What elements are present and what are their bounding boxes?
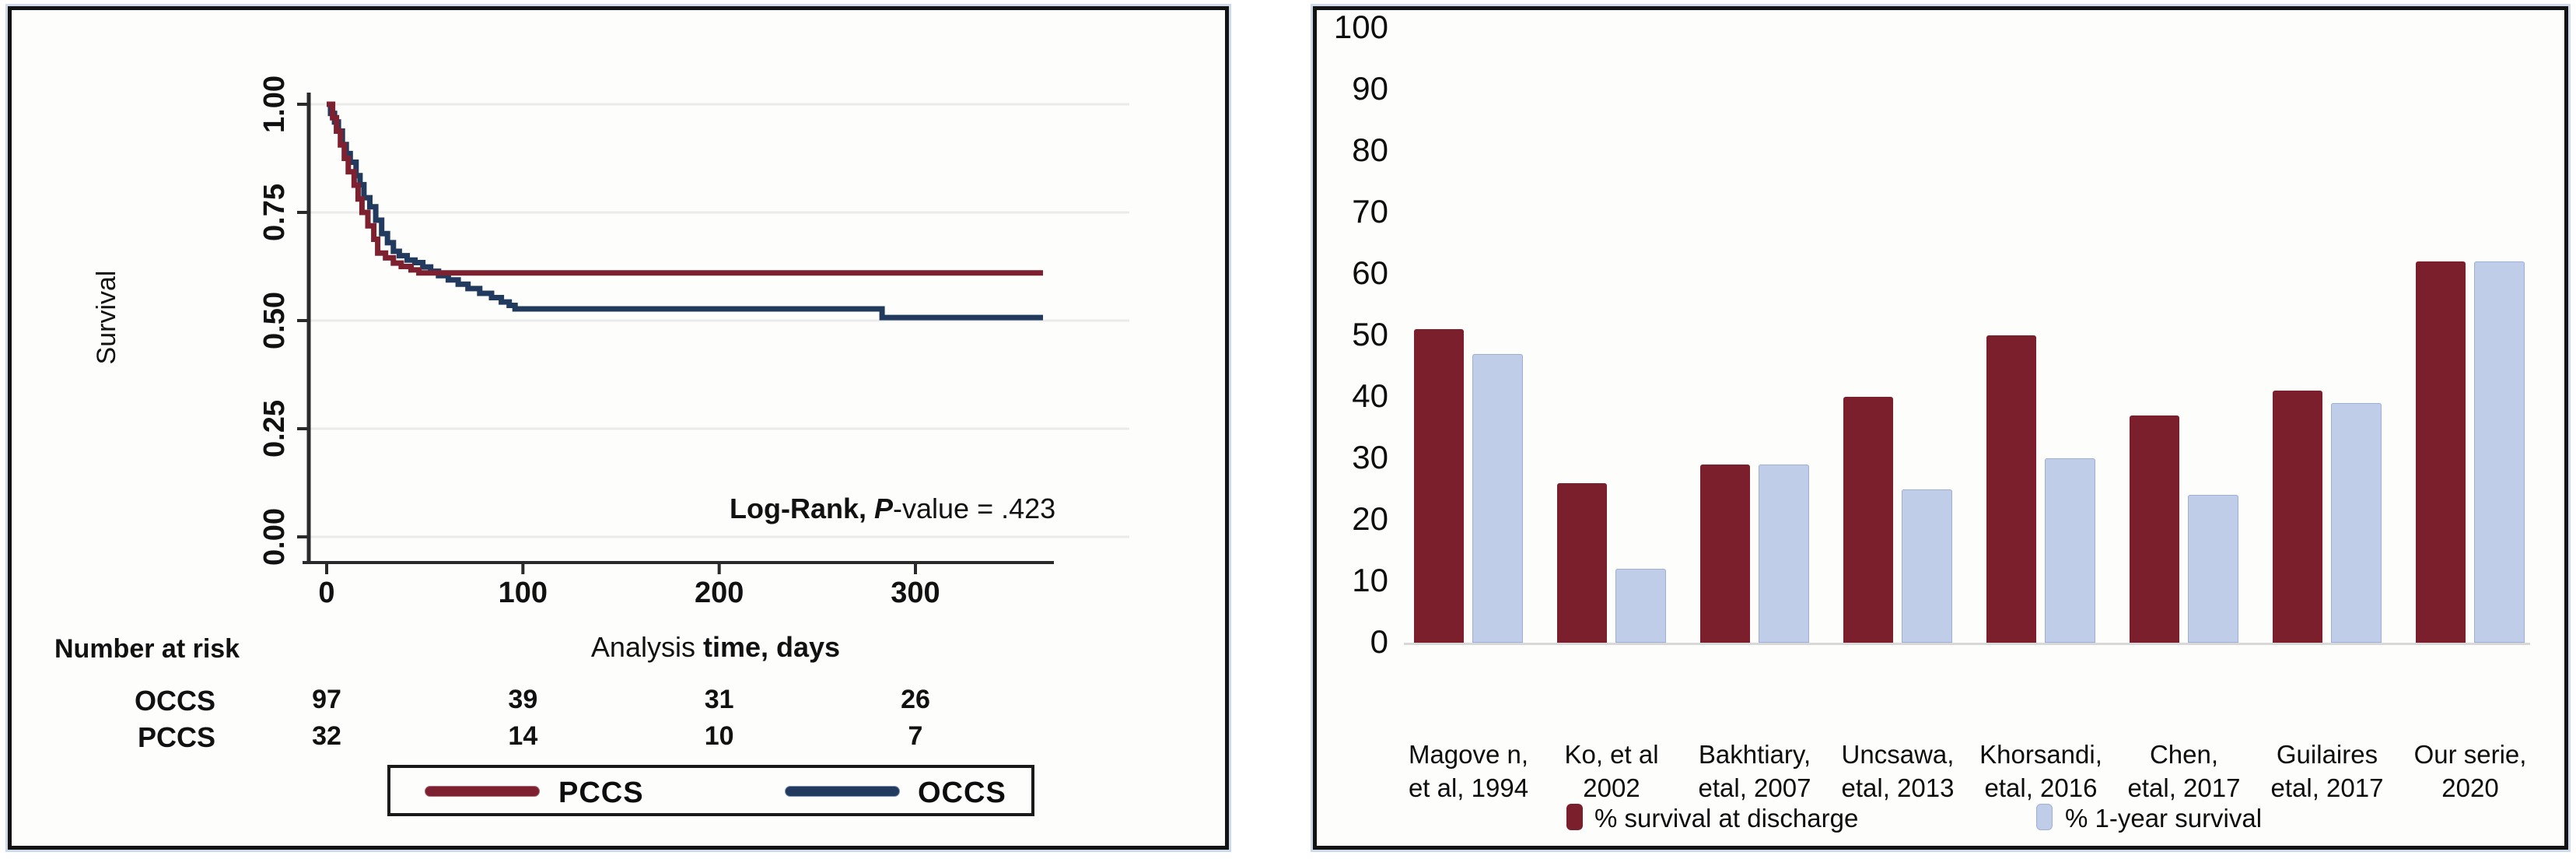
bar-survival-discharge xyxy=(2130,415,2179,643)
bar-survival-discharge xyxy=(1843,397,1893,643)
bar-category-label: etal, 2016 xyxy=(1984,773,2098,802)
bar-y-tick-label: 80 xyxy=(1352,131,1388,168)
bar-1-year-survival xyxy=(1472,353,1523,643)
bar-1-year-survival xyxy=(2474,261,2525,643)
bar-y-tick-label: 0 xyxy=(1370,623,1388,660)
bar-category-label: Our serie, xyxy=(2413,740,2527,769)
p-italic: P xyxy=(866,493,894,524)
km-curves-svg xyxy=(297,93,1129,574)
p-value-text: -value = .423 xyxy=(893,493,1056,524)
km-y-tick-label: 0.50 xyxy=(258,292,291,349)
bar-y-tick-label: 50 xyxy=(1352,316,1388,352)
number-at-risk-title: Number at risk xyxy=(54,634,240,664)
one-year-survival-label: % 1-year survival xyxy=(2065,804,2263,833)
risk-count: 39 xyxy=(508,685,538,714)
km-y-tick-label: 1.00 xyxy=(258,75,291,133)
survival-discharge-label: % survival at discharge xyxy=(1594,804,1859,833)
km-survival-panel: 1.00 0.75 0.50 0.25 0.00 0 100 200 300 OCCS 97 39 31… xyxy=(8,6,1229,850)
km-x-axis-title-regular: Analysis xyxy=(590,631,695,663)
km-curve-occs xyxy=(327,101,1043,321)
bar-category-label: Bakhtiary, xyxy=(1698,740,1811,769)
bar-survival-discharge xyxy=(1700,464,1750,643)
bar-baseline xyxy=(1404,643,2530,645)
bar-y-tick-label: 60 xyxy=(1352,254,1388,291)
bar-category-label: Chen, xyxy=(2149,740,2219,769)
risk-count: 31 xyxy=(704,685,734,714)
bar-category-label: 2002 xyxy=(1583,773,1640,802)
km-x-tick-label: 100 xyxy=(498,577,548,609)
bar-category-label: 2020 xyxy=(2441,773,2499,802)
km-x-axis-title-bold: time, days xyxy=(695,631,841,663)
km-x-tick-label: 200 xyxy=(694,577,744,609)
km-legend-box: PCCS OCCS xyxy=(387,765,1034,816)
bar-survival-discharge xyxy=(2273,391,2322,643)
bar-survival-discharge xyxy=(1986,335,2036,643)
bar-1-year-survival xyxy=(1615,569,1666,643)
bar-y-tick-label: 20 xyxy=(1352,500,1388,537)
risk-count: 32 xyxy=(312,721,341,751)
bar-y-tick-label: 70 xyxy=(1352,193,1388,230)
km-x-axis-title: Analysis time, days xyxy=(509,631,922,664)
bar-y-tick-label: 40 xyxy=(1352,377,1388,414)
bar-1-year-survival xyxy=(2331,402,2382,643)
bar-y-tick-label: 90 xyxy=(1352,70,1388,107)
km-x-tick-label: 300 xyxy=(891,577,940,609)
bar-y-tick-label: 30 xyxy=(1352,439,1388,475)
survival-discharge-swatch xyxy=(1566,804,1583,830)
bar-survival-discharge xyxy=(1414,329,1464,643)
km-y-tick-label: 0.00 xyxy=(258,508,291,566)
bar-category-label: et al, 1994 xyxy=(1408,773,1529,802)
occs-legend-line xyxy=(786,787,899,796)
bar-1-year-survival xyxy=(1902,489,1952,643)
bar-legend: % survival at discharge % 1-year surviva… xyxy=(1317,802,2564,836)
bar-category-label: Khorsandi, xyxy=(1979,740,2102,769)
risk-count: 14 xyxy=(508,721,538,751)
bar-y-tick-label: 100 xyxy=(1333,9,1388,45)
bar-category-label: etal, 2013 xyxy=(1841,773,1955,802)
bar-category-label: Guilaires xyxy=(2276,740,2378,769)
survival-bar-panel: 0 10 20 30 40 50 60 70 80 90 100 Magove n, et al, 19… xyxy=(1313,6,2568,850)
bar-1-year-survival xyxy=(1759,464,1809,643)
log-rank-bold: Log-Rank, xyxy=(730,493,866,524)
bar-1-year-survival xyxy=(2188,495,2238,643)
bar-plot-area: 0 10 20 30 40 50 60 70 80 90 100 Magove n, et al, 19… xyxy=(1317,9,2564,846)
km-x-tick-label: 0 xyxy=(318,577,335,609)
bar-category-label: etal, 2017 xyxy=(2127,773,2241,802)
bar-category-label: etal, 2007 xyxy=(1698,773,1811,802)
km-y-axis-title: Survival xyxy=(92,270,121,365)
occs-legend-label: OCCS xyxy=(918,777,1006,809)
bar-category-label: Magove n, xyxy=(1408,740,1529,769)
risk-row-label-pccs: PCCS xyxy=(137,721,215,753)
one-year-survival-swatch xyxy=(2036,804,2053,830)
risk-count: 10 xyxy=(704,721,734,751)
km-curve-pccs xyxy=(327,101,1043,276)
bar-y-tick-label: 10 xyxy=(1352,562,1388,598)
bar-1-year-survival xyxy=(2045,458,2095,643)
km-y-tick-label: 0.75 xyxy=(258,184,291,241)
risk-count: 97 xyxy=(312,685,341,714)
bar-category-label: etal, 2017 xyxy=(2270,773,2384,802)
pccs-legend-line xyxy=(425,787,539,796)
bar-survival-discharge xyxy=(1557,482,1607,643)
km-y-tick-label: 0.25 xyxy=(258,400,291,458)
log-rank-annotation: Log-Rank, P-value = .423 xyxy=(730,493,1055,525)
risk-row-label-occs: OCCS xyxy=(134,685,215,717)
risk-count: 26 xyxy=(901,685,930,714)
bar-category-label: Uncsawa, xyxy=(1841,740,1955,769)
bar-survival-discharge xyxy=(2416,261,2466,643)
bar-category-label: Ko, et al xyxy=(1564,740,1659,769)
pccs-legend-label: PCCS xyxy=(558,777,644,809)
km-plot-area: 1.00 0.75 0.50 0.25 0.00 0 100 200 300 OCCS 97 39 31… xyxy=(12,10,1225,846)
risk-count: 7 xyxy=(908,721,923,751)
